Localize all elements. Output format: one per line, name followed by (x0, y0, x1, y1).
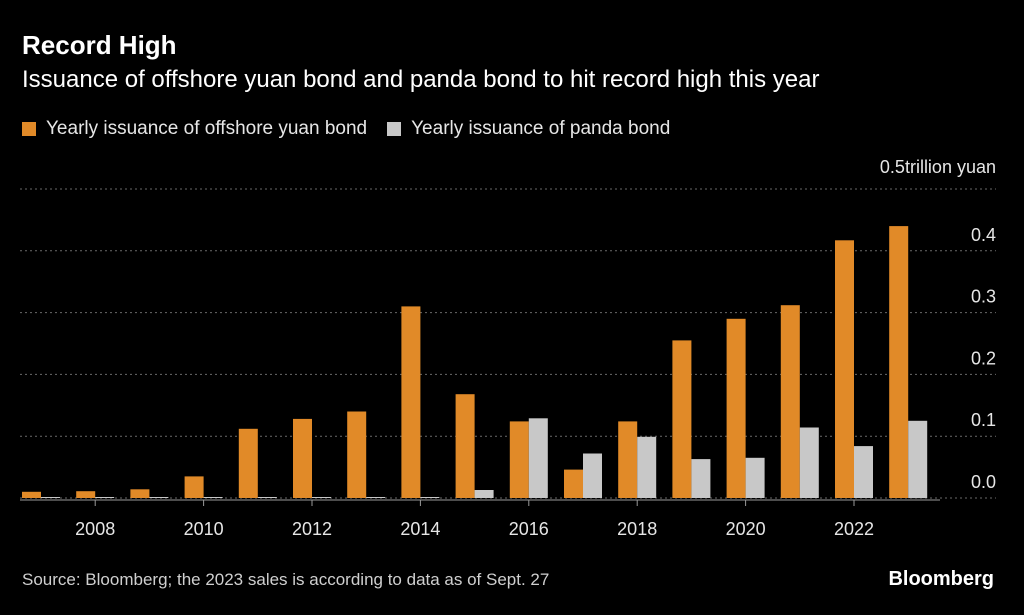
bar-panda-2015 (474, 490, 494, 498)
source-note: Source: Bloomberg; the 2023 sales is acc… (22, 570, 550, 589)
bar-offshore-2010 (184, 476, 204, 498)
legend: Yearly issuance of offshore yuan bond Ye… (22, 118, 690, 140)
legend-label-panda: Yearly issuance of panda bond (411, 118, 671, 139)
legend-swatch-panda (387, 122, 402, 136)
bar-offshore-2021 (780, 305, 800, 498)
bar-offshore-2013 (347, 411, 367, 498)
bar-panda-2017 (583, 453, 602, 498)
bar-offshore-2011 (238, 428, 258, 498)
legend-item-offshore: Yearly issuance of offshore yuan bond (22, 118, 367, 140)
bar-offshore-2012 (293, 418, 312, 498)
x-tick-label: 2022 (834, 519, 874, 539)
y-tick-label: 0.3 (971, 287, 996, 307)
bar-panda-2011 (257, 497, 277, 498)
bar-offshore-2014 (401, 306, 421, 498)
bar-panda-2012 (312, 497, 331, 498)
bar-offshore-2020 (726, 318, 746, 498)
chart-title: Record High (22, 30, 177, 60)
x-tick-label: 2008 (75, 519, 115, 539)
bar-offshore-2019 (672, 340, 692, 498)
bar-offshore-2017 (564, 469, 583, 498)
bar-offshore-2009 (130, 489, 150, 498)
bar-panda-2014 (420, 497, 440, 498)
bar-panda-2016 (528, 418, 548, 498)
legend-swatch-offshore (22, 122, 36, 136)
x-tick-label: 2018 (617, 519, 657, 539)
bar-panda-2010 (203, 497, 223, 498)
chart-subtitle: Issuance of offshore yuan bond and panda… (22, 66, 820, 93)
bar-panda-2013 (366, 497, 386, 498)
bar-panda-2009 (149, 497, 169, 498)
y-axis-unit-label: 0.5trillion yuan (880, 157, 996, 177)
bar-panda-2008 (95, 497, 115, 498)
x-tick-label: 2016 (509, 519, 549, 539)
bar-offshore-2023 (889, 226, 909, 498)
bars (22, 226, 928, 499)
bar-offshore-2015 (455, 394, 475, 498)
y-tick-label: 0.1 (971, 410, 996, 430)
bar-panda-2020 (745, 457, 765, 498)
bar-offshore-2016 (509, 421, 529, 498)
bar-offshore-2007 (22, 491, 41, 498)
bar-panda-2023 (908, 420, 928, 499)
x-tick-label: 2020 (726, 519, 766, 539)
x-axis-ticks: 2008 2010 2012 2014 2016 2018 2020 2022 (20, 499, 940, 539)
legend-label-offshore: Yearly issuance of offshore yuan bond (46, 118, 368, 139)
y-tick-label: 0.2 (971, 348, 996, 368)
y-axis-ticks: 0.0 0.1 0.2 0.3 0.4 (971, 225, 996, 492)
y-tick-label: 0.0 (971, 472, 996, 492)
x-tick-label: 2014 (400, 519, 440, 539)
bar-offshore-2018 (618, 421, 638, 498)
x-tick-label: 2010 (184, 519, 224, 539)
bar-panda-2007 (41, 497, 60, 498)
bar-offshore-2008 (76, 491, 96, 498)
bloomberg-logo: Bloomberg (888, 568, 994, 590)
bar-panda-2021 (799, 427, 819, 498)
bar-panda-2018 (637, 436, 657, 498)
bar-offshore-2022 (835, 240, 854, 499)
bar-panda-2022 (854, 446, 873, 498)
legend-item-panda: Yearly issuance of panda bond (387, 118, 670, 140)
x-tick-label: 2012 (292, 519, 332, 539)
bar-panda-2019 (691, 459, 711, 498)
y-tick-label: 0.4 (971, 225, 996, 245)
